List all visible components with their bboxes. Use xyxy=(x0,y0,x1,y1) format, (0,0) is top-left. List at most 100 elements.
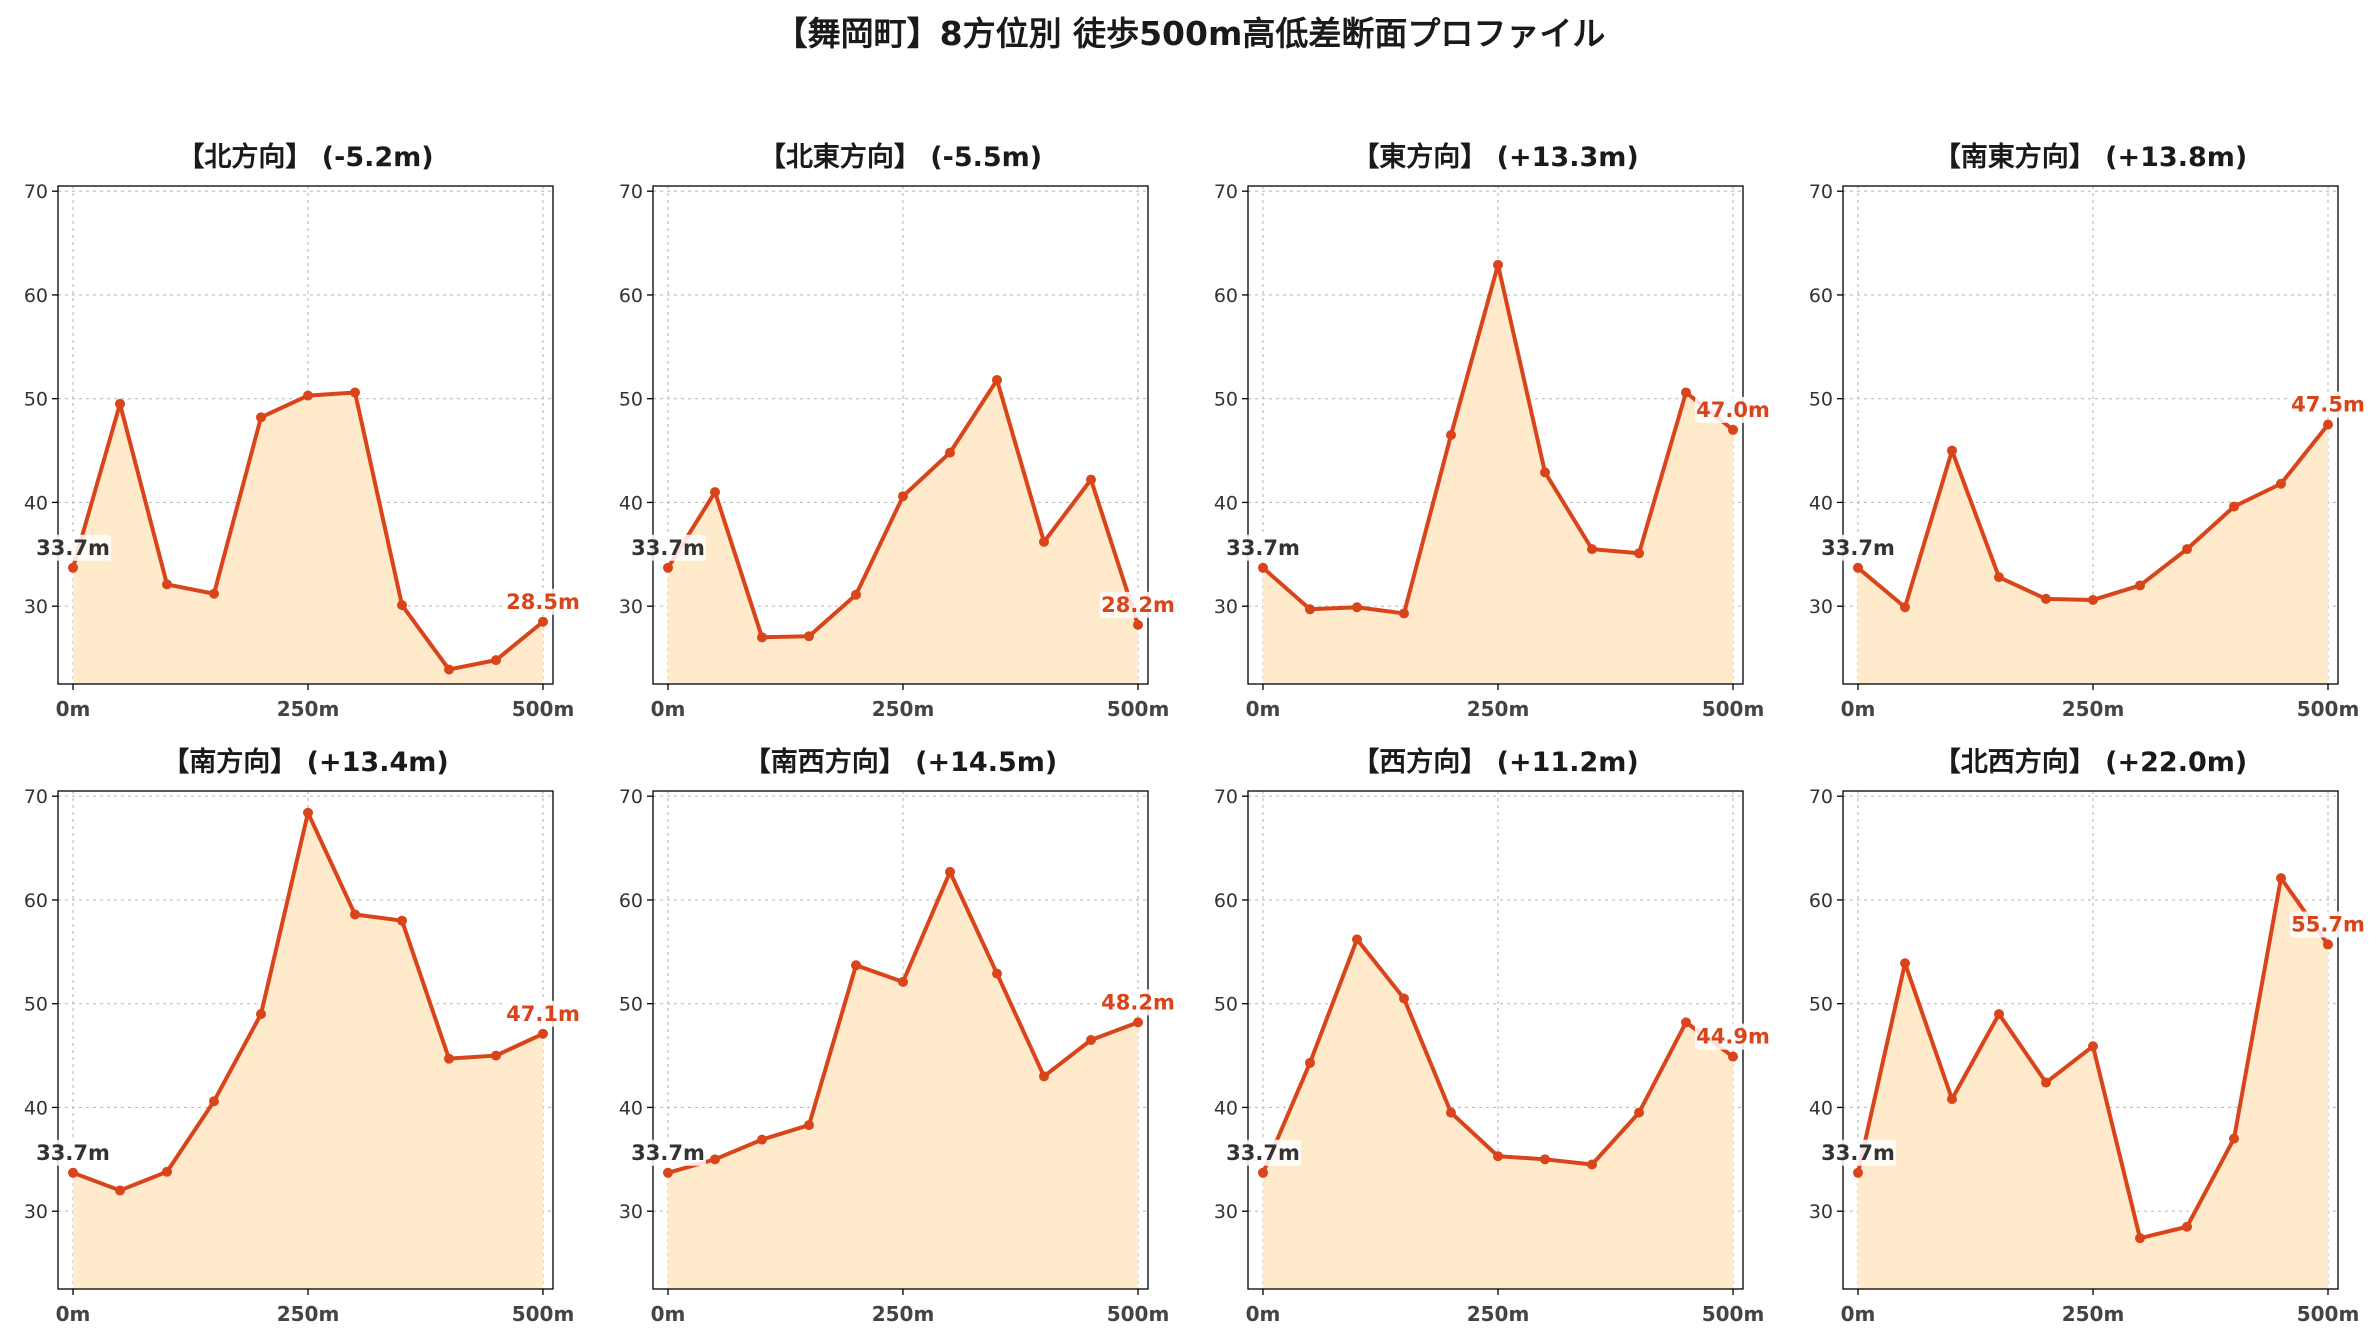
start-label-bg xyxy=(1820,534,1896,561)
data-point xyxy=(68,1167,78,1178)
x-tick-label: 250m xyxy=(1467,697,1530,721)
data-point xyxy=(256,412,266,423)
data-point xyxy=(256,1009,266,1020)
plot-frame xyxy=(1247,185,1744,685)
end-elevation-label: 28.5m xyxy=(506,590,580,614)
data-point xyxy=(444,1053,454,1064)
data-point xyxy=(2135,580,2145,591)
start-elevation-label: 33.7m xyxy=(1821,1141,1895,1165)
data-point xyxy=(350,387,360,398)
data-point xyxy=(1493,259,1503,270)
data-point xyxy=(538,616,548,627)
y-tick-label: 60 xyxy=(619,890,643,912)
data-point xyxy=(1587,1159,1597,1170)
data-point xyxy=(2323,419,2333,430)
panel-2: 30 40 50 60 70 0m 250m 500m 【東方向】 (+13.3m) 33.7m 4… xyxy=(1214,141,1771,721)
x-tick-label: 250m xyxy=(2062,1302,2125,1326)
elevation-area xyxy=(1263,939,1733,1289)
panel-5: 30 40 50 60 70 0m 250m 500m 【南西方向】 (+14.5m) 33.7m… xyxy=(619,746,1176,1326)
start-elevation-label: 33.7m xyxy=(36,1141,110,1165)
x-tick-label: 0m xyxy=(1246,1302,1281,1326)
data-point xyxy=(491,655,501,666)
start-elevation-label: 33.7m xyxy=(1226,1141,1300,1165)
end-label-bg xyxy=(505,1000,581,1027)
start-label-bg xyxy=(1225,1139,1301,1166)
x-tick-label: 500m xyxy=(1702,697,1765,721)
panel-title: 【北西方向】 (+22.0m) xyxy=(1934,746,2247,778)
y-tick-label: 30 xyxy=(619,1201,643,1223)
data-point xyxy=(1900,602,1910,613)
data-point xyxy=(1634,548,1644,559)
data-point xyxy=(2182,544,2192,555)
data-point xyxy=(663,562,673,573)
y-tick-label: 50 xyxy=(1214,994,1238,1016)
y-tick-label: 30 xyxy=(1809,1201,1833,1223)
start-label-bg xyxy=(630,1139,706,1166)
start-elevation-label: 33.7m xyxy=(1821,536,1895,560)
y-tick-label: 50 xyxy=(24,389,48,411)
end-elevation-label: 47.1m xyxy=(506,1002,580,1026)
data-point xyxy=(851,960,861,971)
data-point xyxy=(491,1050,501,1061)
end-label-bg xyxy=(505,588,581,615)
data-point xyxy=(1305,1057,1315,1068)
plot-frame xyxy=(1842,790,2339,1290)
y-tick-label: 50 xyxy=(24,994,48,1016)
end-elevation-label: 44.9m xyxy=(1696,1025,1770,1049)
x-tick-label: 0m xyxy=(651,697,686,721)
y-tick-label: 30 xyxy=(1214,596,1238,618)
data-point xyxy=(2135,1233,2145,1244)
start-elevation-label: 33.7m xyxy=(631,536,705,560)
data-point xyxy=(757,1134,767,1145)
data-point xyxy=(1900,958,1910,969)
elevation-area xyxy=(668,871,1138,1289)
x-tick-label: 0m xyxy=(56,697,91,721)
y-tick-label: 40 xyxy=(1809,492,1833,514)
panel-title: 【南西方向】 (+14.5m) xyxy=(744,746,1057,778)
data-point xyxy=(1133,619,1143,630)
y-tick-label: 50 xyxy=(1809,994,1833,1016)
x-tick-label: 250m xyxy=(872,697,935,721)
data-point xyxy=(2276,478,2286,489)
x-tick-label: 500m xyxy=(1107,1302,1170,1326)
data-point xyxy=(397,915,407,926)
start-label-bg xyxy=(630,534,706,561)
data-point xyxy=(303,807,313,818)
x-tick-label: 250m xyxy=(2062,697,2125,721)
end-label-bg xyxy=(1100,989,1176,1016)
start-elevation-label: 33.7m xyxy=(631,1141,705,1165)
elevation-area xyxy=(668,380,1138,684)
panel-3: 30 40 50 60 70 0m 250m 500m 【南東方向】 (+13.8m) 33.7m… xyxy=(1809,141,2366,721)
y-tick-label: 40 xyxy=(619,1097,643,1119)
data-point xyxy=(710,487,720,498)
data-point xyxy=(1728,424,1738,435)
data-point xyxy=(1587,544,1597,555)
panel-title: 【南方向】 (+13.4m) xyxy=(162,746,448,778)
data-point xyxy=(68,562,78,573)
x-tick-label: 250m xyxy=(1467,1302,1530,1326)
data-point xyxy=(710,1154,720,1165)
x-tick-label: 500m xyxy=(512,1302,575,1326)
data-point xyxy=(397,600,407,611)
plot-frame xyxy=(1842,185,2339,685)
data-point xyxy=(1681,387,1691,398)
y-tick-label: 40 xyxy=(1809,1097,1833,1119)
data-point xyxy=(1086,474,1096,485)
panel-title: 【西方向】 (+11.2m) xyxy=(1352,746,1638,778)
end-label-bg xyxy=(1100,591,1176,618)
x-tick-label: 500m xyxy=(1107,697,1170,721)
end-label-bg xyxy=(2290,391,2366,418)
y-tick-label: 60 xyxy=(1214,285,1238,307)
data-point xyxy=(1540,1154,1550,1165)
data-point xyxy=(1947,1094,1957,1105)
y-tick-label: 40 xyxy=(1214,492,1238,514)
data-point xyxy=(2276,873,2286,884)
data-point xyxy=(1446,430,1456,440)
start-label-bg xyxy=(35,534,111,561)
data-point xyxy=(2229,1133,2239,1144)
panel-7: 30 40 50 60 70 0m 250m 500m 【北西方向】 (+22.0m) 33.7m… xyxy=(1809,746,2366,1326)
end-elevation-label: 47.0m xyxy=(1696,398,1770,422)
y-tick-label: 70 xyxy=(619,786,643,808)
data-point xyxy=(2041,1077,2051,1088)
panel-1: 30 40 50 60 70 0m 250m 500m 【北東方向】 (-5.5m) 33.7m 2… xyxy=(619,141,1176,721)
